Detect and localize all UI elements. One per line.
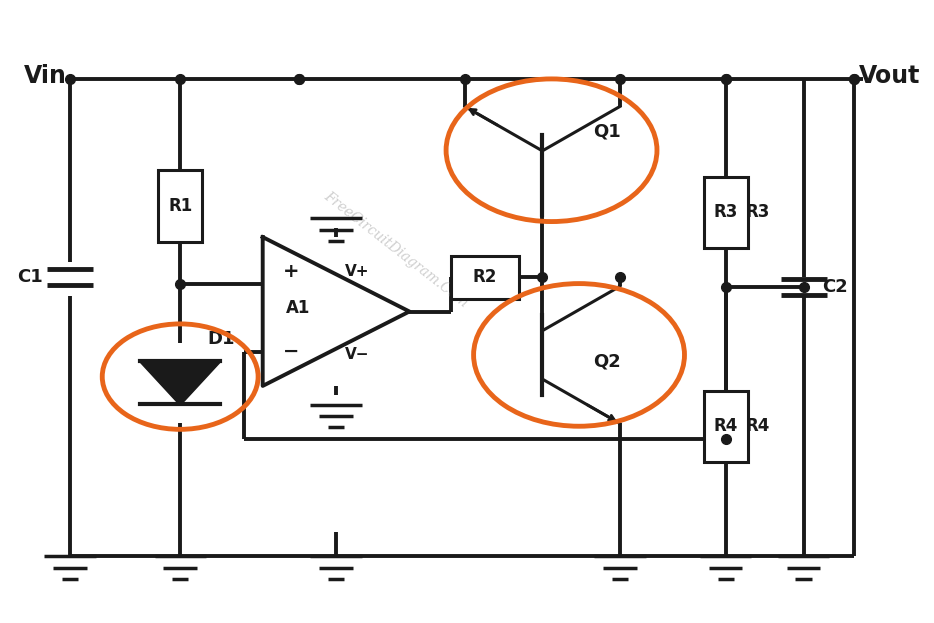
Text: D1: D1 — [207, 330, 235, 348]
Bar — [158, 171, 202, 242]
Text: FreeCircuitDiagram.Com: FreeCircuitDiagram.Com — [321, 189, 471, 310]
Text: +: + — [283, 262, 300, 281]
Text: C1: C1 — [17, 269, 43, 287]
Text: Q1: Q1 — [593, 123, 620, 141]
Text: C2: C2 — [822, 278, 848, 296]
Bar — [451, 255, 519, 299]
Bar — [703, 176, 748, 248]
Text: Vout: Vout — [858, 64, 920, 88]
Text: −: − — [283, 342, 299, 361]
Bar — [703, 391, 748, 462]
Text: R4: R4 — [746, 417, 771, 435]
Polygon shape — [262, 237, 409, 386]
Text: Vin: Vin — [24, 64, 67, 88]
Text: R4: R4 — [714, 417, 738, 435]
Text: R3: R3 — [746, 203, 771, 221]
Text: R1: R1 — [168, 197, 192, 215]
Text: Q2: Q2 — [593, 352, 620, 370]
Text: V−: V− — [346, 348, 370, 363]
Text: R3: R3 — [714, 203, 738, 221]
Text: V+: V+ — [346, 264, 370, 278]
Text: A1: A1 — [286, 300, 310, 317]
Text: R2: R2 — [473, 269, 497, 287]
Polygon shape — [140, 361, 220, 404]
